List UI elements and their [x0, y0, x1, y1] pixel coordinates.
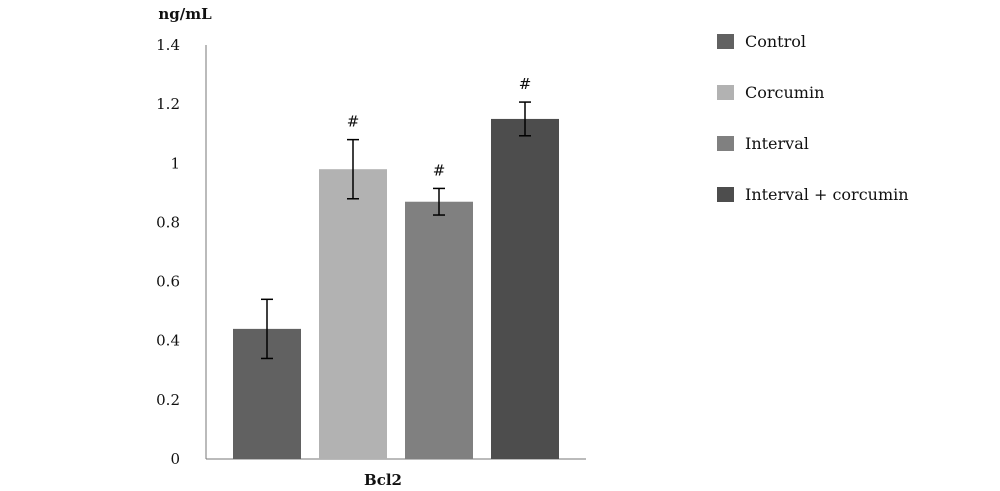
significance-mark: # [433, 161, 446, 179]
legend-swatch [717, 187, 734, 202]
error-bar [347, 138, 359, 200]
y-tick-label: 0.6 [156, 273, 180, 291]
legend-swatch [717, 34, 734, 49]
legend-label: Corcumin [745, 83, 824, 102]
bars-group [233, 118, 559, 459]
legend: Control Corcumin Interval Interval + corcum… [717, 32, 909, 204]
legend-swatch [717, 85, 734, 100]
legend-item: Corcumin [717, 83, 824, 102]
legend-item: Interval [717, 134, 809, 153]
x-category-label: Bcl2 [364, 471, 402, 489]
y-tick-label: 1.4 [156, 36, 180, 54]
error-bar [261, 298, 273, 360]
legend-label: Interval [745, 134, 809, 153]
significance-mark: # [347, 113, 360, 131]
significance-mark: # [519, 75, 532, 93]
legend-label: Control [745, 32, 806, 51]
y-tick-label: 0.2 [156, 391, 180, 409]
y-tick-label: 0.8 [156, 213, 180, 231]
y-axis-ticks: 0 0.2 0.4 0.6 0.8 1 1.2 1.4 [156, 36, 180, 468]
y-tick-label: 1.2 [156, 95, 180, 113]
y-tick-label: 0 [170, 450, 180, 468]
bar [319, 169, 387, 459]
y-axis-unit-label: ng/mL [158, 5, 212, 23]
bar [491, 118, 559, 459]
annotations-group: # # # [347, 75, 532, 179]
legend-item: Control [717, 32, 806, 51]
error-bar [519, 101, 531, 137]
legend-item: Interval + corcumin [717, 185, 909, 204]
error-bar [433, 187, 445, 216]
bar [405, 201, 473, 459]
legend-label: Interval + corcumin [745, 185, 909, 204]
legend-swatch [717, 136, 734, 151]
y-tick-label: 0.4 [156, 332, 180, 350]
y-tick-label: 1 [170, 154, 180, 172]
error-bars-group [261, 101, 531, 360]
